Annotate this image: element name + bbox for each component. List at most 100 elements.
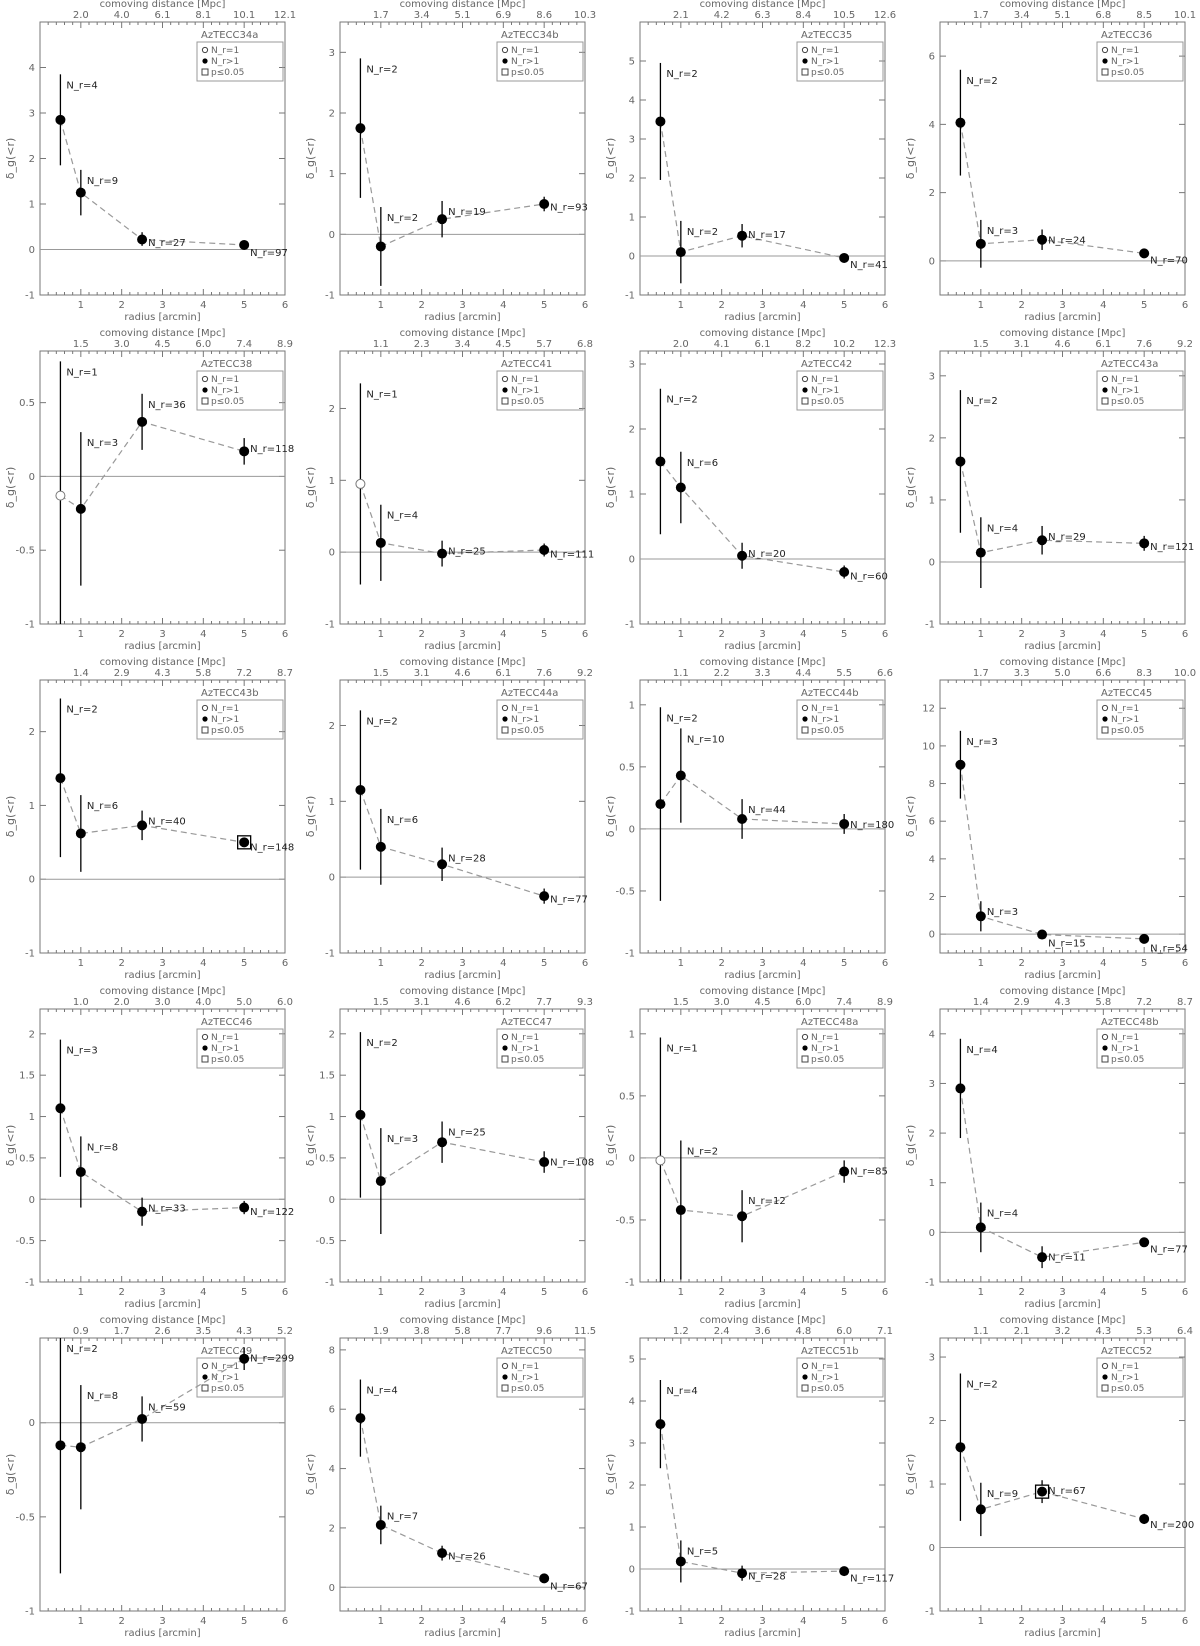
legend-box-marker (501, 1055, 509, 1063)
chart-panel: 1 1.5 2 3.0 3 4.5 4 6.0 5 7.4 6 8.9 radius [arcmin] c… (600, 986, 900, 1316)
y-tick-label: -1 (325, 1278, 335, 1289)
y-tick-label: -1 (925, 620, 935, 631)
top-axis-label: comoving distance [Mpc] (100, 657, 226, 668)
data-point (375, 841, 386, 852)
y-tick-label: 0 (29, 472, 35, 483)
chart-title: AzTECC49 (201, 1346, 252, 1357)
legend-label: N_r=1 (511, 704, 539, 714)
legend-filled-marker (202, 58, 208, 64)
data-point (975, 1504, 986, 1515)
chart-panel: 1 2.1 2 4.2 3 6.3 4 8.4 5 10.5 6 12.6 radius [arcmin… (600, 0, 900, 329)
top-tick-label: 10.1 (233, 10, 255, 21)
data-point (137, 416, 148, 427)
legend-label: N_r>1 (1111, 715, 1139, 725)
legend-label: N_r>1 (211, 386, 239, 396)
top-tick-label: 3.6 (755, 1326, 771, 1337)
top-tick-label: 2.1 (1014, 1326, 1030, 1337)
count-label: N_r=2 (966, 76, 997, 87)
top-tick-label: 6.9 (495, 10, 511, 21)
y-tick-label: 1 (629, 1523, 635, 1534)
x-tick-label: 6 (282, 629, 288, 640)
top-tick-label: 4.6 (455, 668, 471, 679)
x-tick-label: 2 (418, 1616, 424, 1627)
y-tick-label: -0.5 (15, 546, 35, 557)
series-line (359, 1418, 545, 1579)
count-label: N_r=2 (966, 1380, 997, 1391)
y-tick-label: 2 (29, 154, 35, 165)
count-label: N_r=6 (387, 815, 418, 826)
x-tick-label: 3 (159, 629, 165, 640)
legend-label: N_r=1 (811, 375, 839, 385)
legend-open-marker (801, 704, 809, 712)
x-tick-label: 5 (241, 1287, 247, 1298)
chart-panel: 1 1.5 2 3.1 3 4.6 4 6.2 5 7.7 6 9.3 radius [arcmin] c… (300, 986, 600, 1316)
data-point (437, 859, 448, 870)
count-label: N_r=1 (366, 389, 397, 400)
top-tick-label: 6.3 (755, 10, 771, 21)
y-axis-label: δ_g(<r) (904, 1454, 917, 1496)
count-label: N_r=7 (387, 1512, 418, 1523)
series-line (959, 1088, 1145, 1258)
top-tick-label: 8.9 (277, 339, 293, 350)
x-tick-label: 1 (378, 1616, 384, 1627)
data-point (975, 547, 986, 558)
legend-filled-marker (202, 1374, 208, 1380)
y-tick-label: 1.5 (319, 1071, 335, 1082)
x-tick-label: 3 (159, 1287, 165, 1298)
count-label: N_r=2 (366, 1038, 397, 1049)
data-point (975, 911, 986, 922)
chart-panel: 1 0.9 2 1.7 3 2.6 4 3.5 5 4.3 6 5.2 radius [arcmin] c… (0, 1315, 300, 1645)
y-tick-label: 2 (329, 109, 335, 120)
data-point (55, 773, 66, 784)
count-label: N_r=111 (550, 550, 594, 561)
legend-box-marker (501, 397, 509, 405)
x-axis-label: radius [arcmin] (124, 1628, 200, 1639)
legend-label: p≤0.05 (811, 397, 844, 407)
top-tick-label: 3.1 (414, 668, 430, 679)
data-point (75, 828, 86, 839)
legend-box-marker (1101, 1384, 1109, 1392)
x-tick-label: 3 (159, 958, 165, 969)
x-tick-label: 5 (241, 958, 247, 969)
top-tick-label: 2.6 (155, 1326, 171, 1337)
count-label: N_r=4 (987, 1209, 1018, 1220)
count-label: N_r=3 (87, 438, 118, 449)
data-point (955, 759, 966, 770)
top-tick-label: 1.5 (373, 668, 389, 679)
y-tick-label: 5 (629, 1355, 635, 1366)
legend-label: p≤0.05 (1111, 1055, 1144, 1065)
plot-frame (339, 1337, 586, 1612)
top-axis-label: comoving distance [Mpc] (400, 986, 526, 997)
chart-panel: 1 1.9 2 3.8 3 5.8 4 7.7 5 9.6 6 11.5 radius [arcmin]… (300, 1315, 600, 1645)
x-tick-label: 5 (541, 1287, 547, 1298)
y-tick-label: 5 (629, 57, 635, 68)
top-tick-label: 4.3 (1095, 1326, 1111, 1337)
legend-label: p≤0.05 (211, 1384, 244, 1394)
count-label: N_r=85 (850, 1166, 888, 1177)
data-point (375, 1519, 386, 1530)
chart-panel: 1 2.0 2 4.0 3 6.1 4 8.1 5 10.1 6 12.1 radius [arcmin… (0, 0, 300, 329)
chart-panel: 1 1.7 2 3.4 3 5.1 4 6.8 5 8.5 6 10.1 radius [arcmin]… (900, 0, 1200, 329)
y-tick-label: 1 (929, 1480, 935, 1491)
y-tick-label: 4 (929, 1029, 935, 1040)
y-tick-label: -1 (925, 1607, 935, 1618)
data-point (1037, 535, 1048, 546)
top-axis-label: comoving distance [Mpc] (700, 657, 826, 668)
legend-label: N_r>1 (511, 1373, 539, 1383)
x-tick-label: 3 (159, 300, 165, 311)
data-point (539, 199, 550, 209)
x-tick-label: 6 (1182, 1616, 1188, 1627)
data-point-open (355, 478, 366, 489)
legend-open-marker (801, 1033, 809, 1041)
legend-box (196, 1028, 284, 1069)
legend-label: p≤0.05 (511, 726, 544, 736)
legend-open-marker (801, 46, 809, 54)
top-tick-label: 10.3 (574, 10, 596, 21)
chart-svg: 1 1.7 2 3.4 3 5.1 4 6.9 5 8.6 6 10.3 radius [arcmin]… (304, 0, 596, 323)
chart-title: AzTECC41 (501, 359, 552, 370)
top-tick-label: 2.3 (414, 339, 430, 350)
top-tick-label: 2.0 (73, 10, 89, 21)
top-tick-label: 4.5 (755, 997, 771, 1008)
plot-frame (339, 21, 586, 296)
